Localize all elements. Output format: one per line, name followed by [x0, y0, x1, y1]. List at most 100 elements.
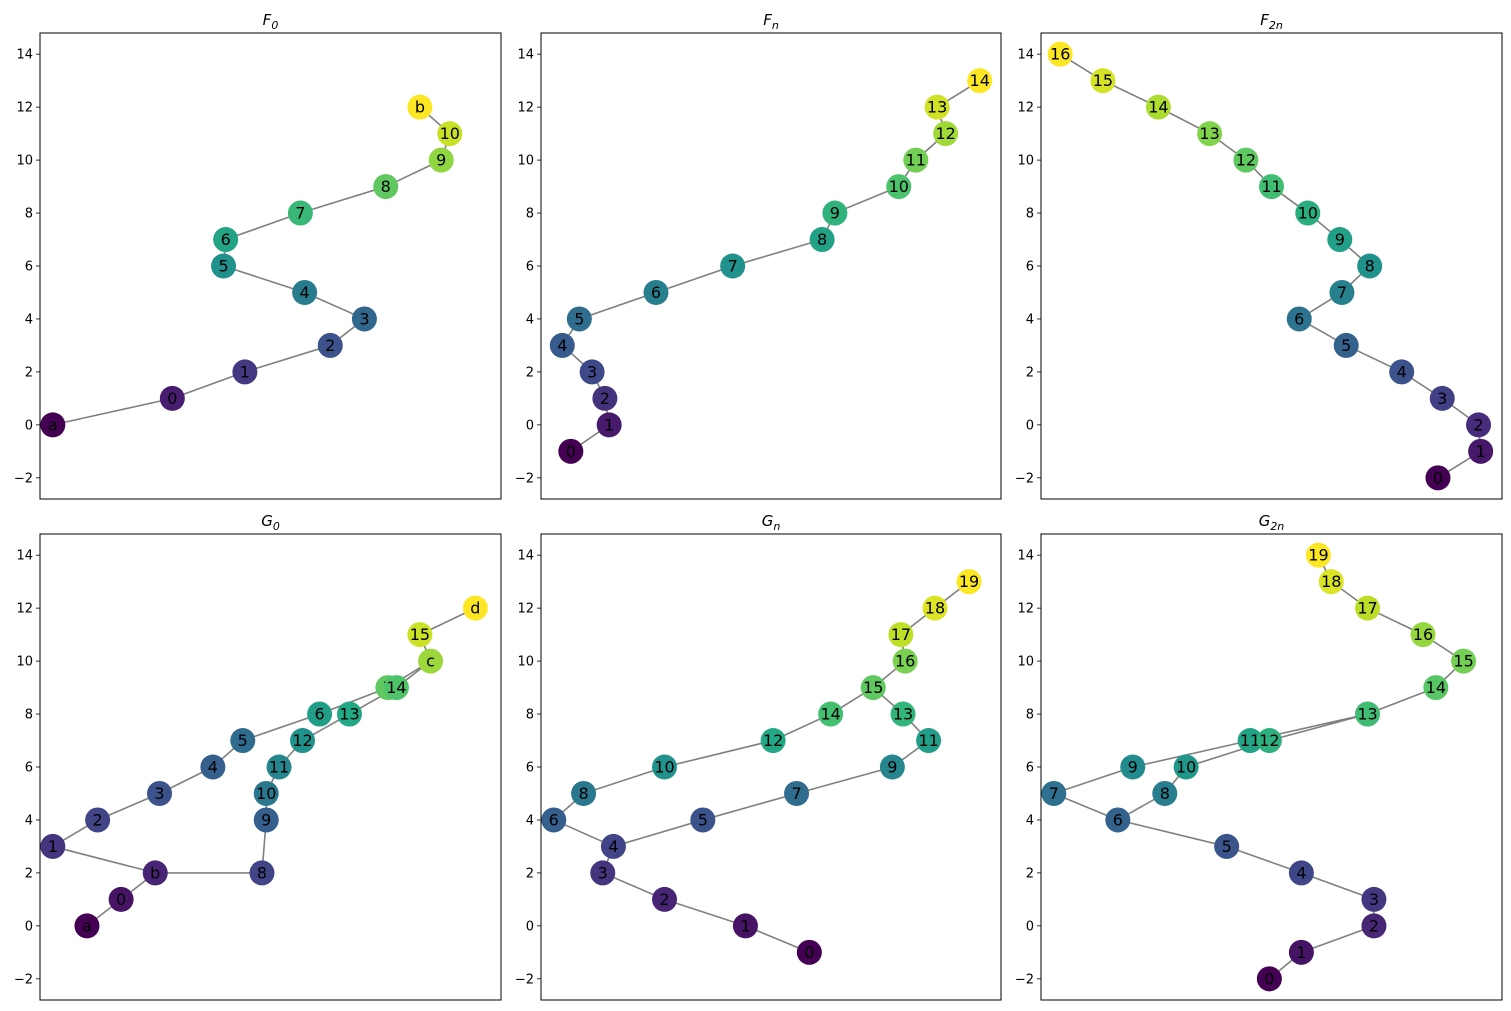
y-tick-label: 14 [517, 549, 534, 564]
node-0 [108, 886, 134, 912]
subplot-title: Gn [762, 512, 781, 533]
node-label: 4 [1397, 362, 1407, 381]
node-6 [307, 701, 333, 727]
y-tick-label: 6 [1026, 761, 1034, 776]
node-label: 3 [1369, 890, 1379, 909]
node-6 [541, 807, 567, 833]
node-5 [690, 807, 716, 833]
node-5 [566, 306, 592, 332]
y-tick-label: −2 [515, 972, 534, 987]
node-label: 11 [906, 151, 926, 170]
node-3 [1429, 385, 1455, 411]
node-4 [1389, 359, 1415, 385]
node-12 [1233, 147, 1259, 173]
node-6 [1286, 306, 1312, 332]
node-label: 9 [436, 151, 446, 170]
y-tick-label: 4 [526, 813, 534, 828]
y-tick-label: 8 [25, 207, 33, 222]
node-19 [956, 569, 982, 595]
node-label: 6 [314, 705, 324, 724]
node-label: 0 [566, 442, 576, 461]
node-label: 0 [804, 943, 814, 962]
edge [223, 265, 305, 294]
node-a [40, 412, 66, 438]
node-15 [407, 622, 433, 648]
node-13 [890, 701, 916, 727]
node-label: 9 [1128, 758, 1138, 777]
edge [172, 371, 246, 400]
node-label: 1 [740, 916, 750, 935]
node-label: 14 [1148, 98, 1168, 117]
node-label: 17 [1357, 599, 1377, 618]
node-label: 17 [891, 625, 911, 644]
node-10 [886, 174, 912, 200]
subplot-title-subscript: 2n [1269, 19, 1283, 32]
node-10 [1173, 754, 1199, 780]
node-label: 2 [659, 890, 669, 909]
node-label: 1 [604, 415, 614, 434]
node-9 [253, 807, 279, 833]
y-tick-label: −2 [14, 972, 33, 987]
axes-frame [540, 533, 1002, 1001]
subplot-4: G0−202468101214a0b1234567891011121314c15… [14, 512, 502, 1001]
node-19 [1305, 542, 1331, 568]
subplot-title-subscript: n [773, 520, 780, 533]
axes-frame [39, 32, 502, 500]
node-7 [287, 200, 313, 226]
node-2 [85, 807, 111, 833]
node-2 [1361, 913, 1387, 939]
y-tick-label: 8 [25, 708, 33, 723]
subplot-title: Fn [763, 11, 779, 32]
node-label: 14 [820, 705, 840, 724]
node-label: 0 [1433, 468, 1443, 487]
node-label: 9 [1335, 230, 1345, 249]
node-label: 6 [221, 230, 231, 249]
node-1 [1468, 438, 1494, 464]
y-tick-label: 14 [16, 549, 33, 564]
node-3 [1361, 886, 1387, 912]
node-14 [967, 68, 993, 94]
node-a [74, 913, 100, 939]
node-6 [643, 279, 669, 305]
node-13 [336, 701, 362, 727]
node-label: 16 [1413, 625, 1433, 644]
node-5 [230, 728, 256, 754]
edge [1117, 819, 1227, 848]
y-tick-label: 2 [25, 365, 33, 380]
node-label: 5 [238, 731, 248, 750]
node-label: 10 [256, 784, 276, 803]
node-1 [1288, 939, 1314, 965]
node-label: 7 [295, 204, 305, 223]
subplot-title-main: F [1260, 11, 1269, 29]
node-13 [1355, 701, 1381, 727]
edge [1226, 845, 1302, 874]
node-label: 4 [608, 837, 618, 856]
subplot-title-main: G [1259, 512, 1271, 530]
node-label: 5 [218, 257, 228, 276]
node-13 [1197, 121, 1223, 147]
node-label: 5 [698, 810, 708, 829]
y-tick-label: 6 [526, 761, 534, 776]
node-8 [809, 227, 835, 253]
node-label: 15 [410, 625, 430, 644]
node-1 [596, 412, 622, 438]
node-16 [892, 648, 918, 674]
subplot-title-main: F [263, 11, 272, 29]
y-tick-label: −2 [515, 471, 534, 486]
node-label: 8 [1365, 257, 1375, 276]
node-label: 2 [1473, 415, 1483, 434]
edge [242, 713, 320, 742]
node-5 [1214, 833, 1240, 859]
node-9 [1327, 227, 1353, 253]
node-10 [1295, 200, 1321, 226]
y-tick-label: 12 [517, 101, 534, 116]
node-label: 9 [261, 810, 271, 829]
node-label: 8 [578, 784, 588, 803]
node-3 [147, 780, 173, 806]
y-tick-label: 8 [526, 207, 534, 222]
node-14 [1423, 675, 1449, 701]
node-11 [903, 147, 929, 173]
node-label: 11 [269, 758, 289, 777]
node-4 [1288, 860, 1314, 886]
